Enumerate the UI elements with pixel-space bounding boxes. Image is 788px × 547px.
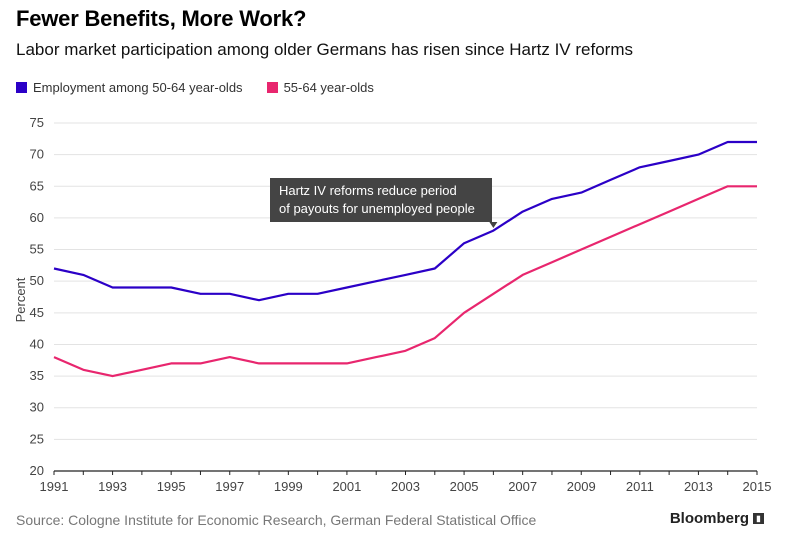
- y-axis-label: Percent: [13, 277, 28, 322]
- x-tick-label-2015: 2015: [743, 479, 772, 494]
- y-tick-label-45: 45: [30, 305, 44, 320]
- x-tick-label-1995: 1995: [157, 479, 186, 494]
- y-tick-label-50: 50: [30, 273, 44, 288]
- y-tick-label-60: 60: [30, 210, 44, 225]
- legend-label-series-2: 55-64 year-olds: [283, 80, 374, 95]
- y-tick-label-30: 30: [30, 400, 44, 415]
- annotation: Hartz IV reforms reduce period of payouts…: [270, 178, 498, 228]
- x-tick-label-2013: 2013: [684, 479, 713, 494]
- y-tick-label-35: 35: [30, 368, 44, 383]
- y-tick-label-40: 40: [30, 336, 44, 351]
- series-line-2: [53, 185, 757, 378]
- chart-title: Fewer Benefits, More Work?: [16, 6, 307, 31]
- line-chart: 20 25 30 35 40 45 50 55 60 65 70 75 1991 1993 1995 1997…: [13, 115, 772, 494]
- x-tick-label-2005: 2005: [450, 479, 479, 494]
- x-tick-label-1997: 1997: [215, 479, 244, 494]
- annotation-text-line-2: of payouts for unemployed people: [279, 201, 475, 216]
- x-tick-label-2011: 2011: [626, 479, 654, 494]
- x-tick-label-1991: 1991: [40, 479, 69, 494]
- y-tick-label-25: 25: [30, 431, 44, 446]
- x-tick-label-2007: 2007: [508, 479, 537, 494]
- legend-item-series-1: Employment among 50-64 year-olds: [16, 80, 243, 95]
- legend-label-series-1: Employment among 50-64 year-olds: [33, 80, 243, 95]
- x-tick-label-1993: 1993: [98, 479, 127, 494]
- grid-lines: [54, 122, 757, 472]
- legend-swatch-series-1: [16, 82, 27, 93]
- x-tick-label-1999: 1999: [274, 479, 303, 494]
- x-tick-label-2003: 2003: [391, 479, 420, 494]
- series-lines: [53, 140, 757, 378]
- legend-item-series-2: 55-64 year-olds: [266, 80, 374, 95]
- series-line-1: [53, 140, 757, 302]
- chart-subtitle: Labor market participation among older G…: [16, 40, 633, 59]
- y-tick-label-55: 55: [30, 242, 44, 257]
- x-tick-label-2001: 2001: [332, 479, 361, 494]
- legend-swatch-series-2: [266, 82, 278, 93]
- annotation-text-line-1: Hartz IV reforms reduce period: [279, 183, 457, 198]
- annotation-box: [270, 178, 492, 222]
- annotation-pointer: [489, 222, 498, 228]
- chart-icon: ▮: [753, 513, 764, 524]
- y-tick-label-75: 75: [30, 115, 44, 130]
- y-tick-label-65: 65: [30, 178, 44, 193]
- legend: Employment among 50-64 year-olds 55-64 y…: [16, 80, 398, 95]
- y-tick-label-20: 20: [30, 463, 44, 478]
- brand-logo: Bloomberg ▮: [670, 510, 764, 527]
- brand-name: Bloomberg: [669, 510, 749, 527]
- axes: 20 25 30 35 40 45 50 55 60 65 70 75 1991 1993 1995 1997…: [30, 115, 772, 494]
- x-tick-label-2009: 2009: [567, 479, 596, 494]
- y-tick-label-70: 70: [30, 147, 44, 162]
- source-note: Source: Cologne Institute for Economic R…: [16, 512, 537, 528]
